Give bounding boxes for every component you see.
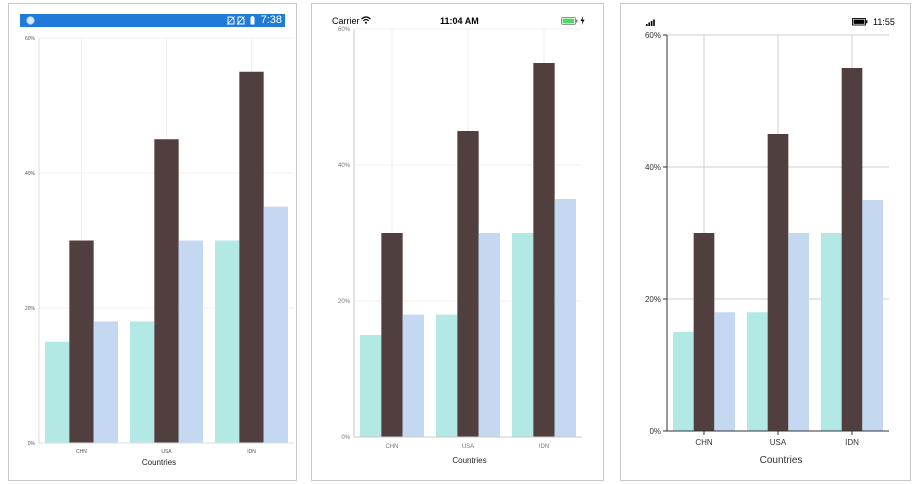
y-tick-label: 40% (25, 171, 36, 177)
bar-series-1-idn[interactable] (512, 233, 534, 437)
y-tick-label: 60% (338, 27, 351, 33)
y-tick-label: 60% (645, 31, 661, 40)
bar-series-3-usa[interactable] (178, 240, 203, 444)
ios-phone-panel: Carrier 11:04 AM 0% 20% 40% 60% CHN USA IDN Co… (311, 3, 604, 481)
y-tick-label: 20% (338, 299, 351, 305)
x-tick-label: USA (770, 438, 787, 447)
y-tick-label: 0% (28, 441, 36, 447)
x-tick-label: USA (161, 449, 172, 455)
bar-series-1-idn[interactable] (821, 233, 842, 431)
uwp-phone-panel: 11:55 0% 20% 40% 60% CHN USA IDN Countries (620, 3, 911, 481)
bar-chart: 0% 20% 40% 60% CHN USA IDN (621, 30, 910, 454)
x-axis-title: Countries (759, 455, 803, 466)
chart-svg: 0% 20% 40% 60% CHN USA IDN (338, 27, 582, 450)
x-tick-label: CHN (695, 438, 713, 447)
battery-icon (852, 18, 868, 26)
bar-series-3-chn[interactable] (93, 321, 118, 444)
y-tick-label: 60% (25, 36, 36, 42)
android-status-bar: 7:38 (20, 14, 285, 27)
x-tick-label: CHN (386, 444, 399, 450)
no-sim-icon (227, 16, 235, 25)
bar-series-1-chn[interactable] (673, 332, 694, 431)
y-tick-label: 0% (649, 427, 661, 436)
uwp-status-bar: 11:55 (621, 14, 910, 36)
wifi-icon (361, 16, 371, 24)
bar-chart: 0% 20% 40% 60% CHN USA IDN (9, 28, 296, 458)
y-tick-label: 0% (341, 435, 350, 441)
battery-icon (250, 16, 255, 25)
bar-series-2-usa[interactable] (154, 139, 179, 443)
bar-series-2-idn[interactable] (533, 63, 555, 437)
bar-series-2-idn[interactable] (841, 68, 863, 431)
bar-series-2-chn[interactable] (381, 233, 403, 437)
bar-series-2-idn[interactable] (239, 71, 264, 443)
battery-icon (561, 17, 578, 25)
x-tick-label: USA (462, 444, 474, 450)
bar-series-3-usa[interactable] (788, 233, 809, 431)
bar-series-1-usa[interactable] (747, 312, 768, 431)
status-time: 11:04 AM (440, 16, 479, 26)
x-tick-label: CHN (76, 449, 87, 455)
chart-svg: 0% 20% 40% 60% CHN USA IDN (645, 31, 889, 447)
bar-series-3-usa[interactable] (478, 233, 500, 437)
circle-icon (26, 16, 35, 25)
bar-series-1-chn[interactable] (45, 341, 70, 443)
bar-series-1-idn[interactable] (215, 240, 240, 444)
x-tick-label: IDN (539, 444, 549, 450)
y-tick-label: 40% (338, 163, 351, 169)
status-time: 7:38 (260, 14, 282, 26)
bar-series-2-chn[interactable] (69, 240, 94, 444)
x-tick-label: IDN (845, 438, 859, 447)
bar-series-3-idn[interactable] (862, 200, 883, 431)
x-tick-label: IDN (247, 449, 256, 455)
y-tick-label: 40% (645, 163, 661, 172)
android-phone-panel: 7:38 0% 20% 40% 60% CHN USA IDN Countries (8, 3, 297, 481)
y-tick-label: 20% (25, 306, 36, 312)
bar-series-3-chn[interactable] (714, 312, 735, 431)
bar-series-2-chn[interactable] (693, 233, 715, 431)
chart-svg: 0% 20% 40% 60% CHN USA IDN (25, 36, 294, 455)
x-axis-title: Countries (141, 458, 177, 467)
x-axis-title: Countries (452, 456, 487, 465)
no-sim-icon (237, 16, 245, 25)
bar-series-2-usa[interactable] (457, 131, 479, 437)
y-tick-label: 20% (645, 295, 661, 304)
status-time: 11:55 (873, 17, 895, 27)
ios-status-bar: Carrier 11:04 AM (312, 12, 603, 34)
bar-series-1-usa[interactable] (436, 314, 458, 437)
bar-series-3-idn[interactable] (554, 199, 576, 437)
bar-series-2-usa[interactable] (767, 134, 789, 431)
carrier-label: Carrier (332, 16, 360, 26)
bar-series-1-chn[interactable] (360, 335, 382, 437)
bar-series-3-chn[interactable] (402, 314, 424, 437)
signal-icon (646, 19, 655, 26)
bar-series-1-usa[interactable] (130, 321, 155, 444)
bar-series-3-idn[interactable] (263, 206, 288, 443)
bar-chart: 0% 20% 40% 60% CHN USA IDN (312, 24, 603, 454)
charging-icon (580, 16, 585, 25)
